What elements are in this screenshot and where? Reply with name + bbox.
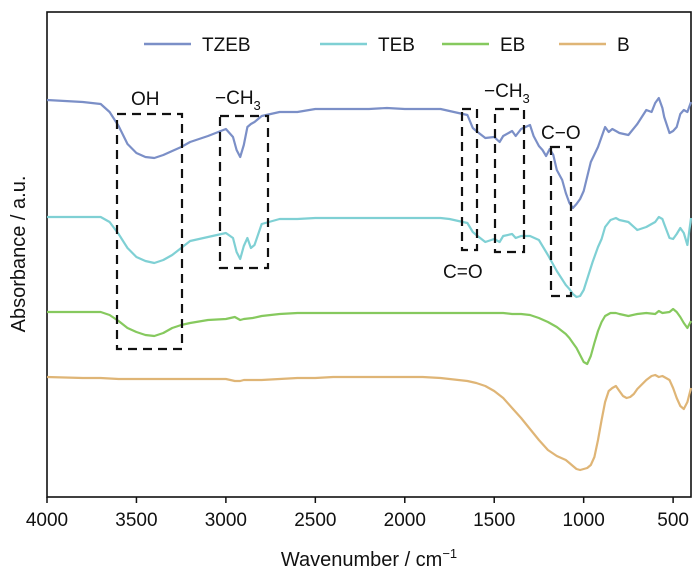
annotation-co-double: C=O xyxy=(443,262,483,283)
co-double-box xyxy=(460,107,479,252)
annotation-boxes xyxy=(115,107,573,351)
annotation-ch3-right: −CH3 xyxy=(484,81,530,106)
x-tick-label: 4000 xyxy=(26,510,68,531)
ch3-left-box xyxy=(218,114,270,270)
annotation-ch3-left: −CH3 xyxy=(215,88,261,113)
legend-label-tzeb: TZEB xyxy=(202,35,251,56)
x-tick-label: 2000 xyxy=(384,510,426,531)
annotation-oh: OH xyxy=(131,89,160,110)
y-axis-label: Absorbance / a.u. xyxy=(8,176,30,333)
x-tick-label: 1000 xyxy=(563,510,605,531)
plot-frame xyxy=(46,11,692,498)
co-single-box xyxy=(549,145,573,298)
oh-box xyxy=(115,112,184,351)
legend-label-eb: EB xyxy=(500,35,525,56)
series-line-tzeb xyxy=(46,96,693,210)
x-tick-label: 500 xyxy=(657,510,689,531)
series-line-b xyxy=(46,373,693,472)
ch3-right-box xyxy=(493,107,526,254)
annotation-co-single: C−O xyxy=(541,123,581,144)
x-axis-ticks: 4000 3500 3000 2500 2000 1500 1000 500 xyxy=(26,497,689,531)
series-line-teb xyxy=(47,215,693,299)
x-axis-label: Wavenumber / cm−1 xyxy=(281,546,457,571)
series-line-eb xyxy=(47,307,692,366)
x-tick-label: 1500 xyxy=(473,510,515,531)
legend: TZEB TEB EB B xyxy=(144,35,630,56)
x-tick-label: 3000 xyxy=(205,510,247,531)
x-tick-label: 3500 xyxy=(115,510,157,531)
series-layer xyxy=(46,96,693,472)
x-tick-label: 2500 xyxy=(294,510,336,531)
legend-label-b: B xyxy=(617,35,630,56)
legend-label-teb: TEB xyxy=(378,35,415,56)
